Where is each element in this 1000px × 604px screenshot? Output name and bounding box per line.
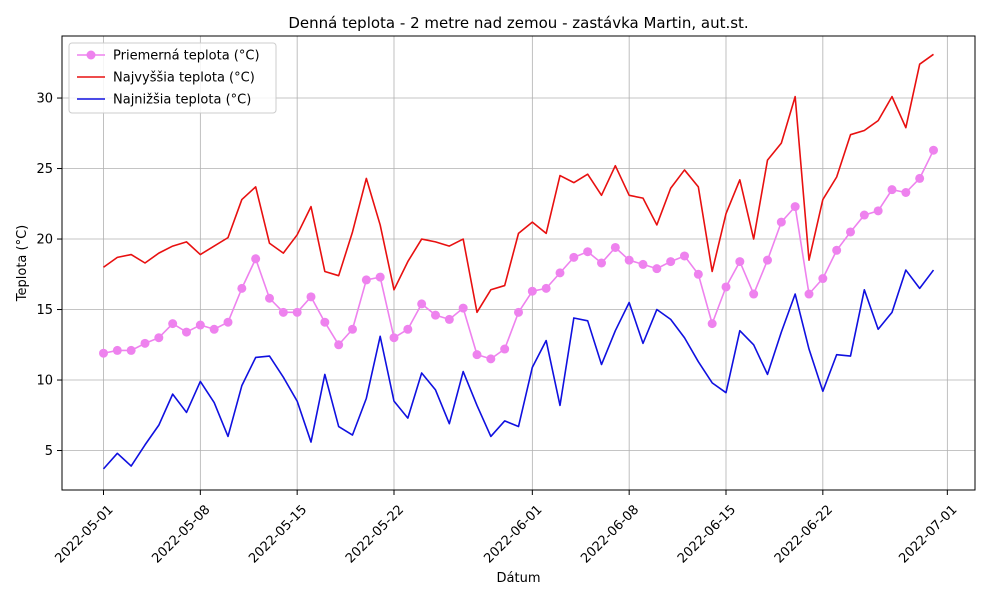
data-point (873, 206, 883, 216)
data-point (846, 227, 855, 237)
data-point (915, 173, 925, 183)
data-point (403, 324, 413, 334)
data-point (776, 217, 786, 227)
data-point (292, 307, 302, 317)
legend-box (68, 42, 277, 114)
data-point (790, 202, 800, 212)
y-tick-label: 25 (36, 162, 53, 177)
y-tick-label: 5 (45, 444, 53, 459)
legend: Priemerná teplota (°C) Najvyššia teplota … (68, 42, 277, 114)
data-point (707, 319, 717, 329)
data-point (832, 245, 842, 255)
y-tick-label: 15 (36, 303, 53, 318)
legend-label: Najvyššia teplota (°C) (113, 71, 255, 86)
data-point (680, 251, 689, 261)
data-point (929, 145, 938, 155)
data-point (638, 259, 648, 269)
data-point (500, 344, 510, 354)
data-point (472, 350, 482, 360)
data-point (195, 320, 205, 330)
data-point (763, 255, 772, 265)
data-point (361, 275, 371, 285)
data-point (610, 242, 620, 252)
series-group (102, 269, 935, 470)
data-point (417, 299, 427, 309)
data-point (749, 289, 759, 299)
series-line (103, 53, 934, 314)
data-point (527, 286, 537, 296)
data-point (431, 310, 440, 320)
data-point (458, 303, 468, 313)
data-point (583, 247, 593, 257)
data-point (624, 255, 634, 265)
data-point (652, 264, 662, 274)
data-point (901, 188, 911, 198)
chart-title: Denná teplota - 2 metre nad zemou - zast… (288, 14, 748, 32)
data-point (278, 307, 288, 317)
data-point (237, 283, 247, 293)
data-point (486, 354, 496, 364)
data-point (223, 317, 233, 327)
data-point (320, 317, 330, 327)
data-point (818, 274, 828, 284)
legend-marker (86, 50, 96, 60)
data-point (666, 257, 676, 267)
data-point (348, 324, 357, 334)
data-point (444, 314, 454, 324)
data-point (693, 269, 703, 279)
data-point (721, 282, 731, 292)
data-point (597, 258, 606, 268)
y-tick-label: 30 (36, 92, 53, 107)
data-point (99, 348, 108, 358)
y-axis: 5 10 15 20 25 30 (36, 92, 62, 459)
y-tick-label: 20 (36, 233, 53, 248)
data-point (569, 252, 579, 262)
series-line (102, 269, 935, 470)
data-point (555, 268, 565, 278)
series-layer (99, 53, 938, 470)
data-point (541, 283, 551, 293)
data-point (251, 254, 261, 264)
data-point (182, 327, 191, 337)
y-tick-label: 10 (36, 374, 53, 389)
data-point (334, 340, 344, 350)
data-point (306, 292, 316, 302)
plot-frame (61, 35, 976, 491)
data-point (112, 345, 122, 355)
data-point (735, 257, 745, 267)
series-group (103, 53, 934, 314)
series-group (99, 145, 938, 364)
data-point (209, 324, 219, 334)
data-point (375, 272, 385, 282)
data-point (389, 333, 399, 343)
data-point (804, 289, 814, 299)
y-axis-label: Teplota (°C) (15, 225, 30, 302)
legend-label: Priemerná teplota (°C) (113, 49, 260, 64)
data-point (514, 307, 523, 317)
x-axis-label: Dátum (497, 571, 541, 586)
data-point (126, 345, 136, 355)
data-point (140, 338, 150, 348)
data-point (168, 319, 178, 329)
data-point (154, 333, 164, 343)
data-point (859, 210, 869, 220)
legend-label: Najnižšia teplota (°C) (113, 93, 251, 108)
data-point (887, 185, 897, 195)
data-point (265, 293, 274, 303)
grid (62, 36, 975, 490)
